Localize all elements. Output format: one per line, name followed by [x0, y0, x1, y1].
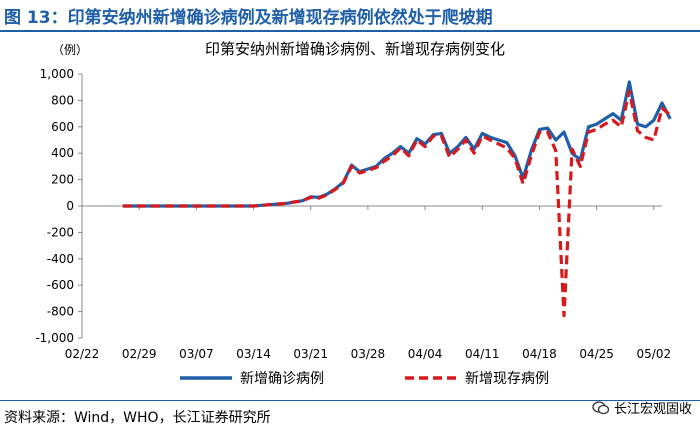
y-tick-label: -800 [47, 305, 74, 319]
x-tick-label: 03/07 [179, 347, 214, 361]
y-tick-label: 1,000 [40, 67, 74, 81]
x-tick-label: 04/25 [579, 347, 614, 361]
y-tick-label: 200 [51, 173, 74, 187]
y-tick-label: -600 [47, 278, 74, 292]
x-tick-label: 03/21 [293, 347, 328, 361]
watermark-text: 长江宏观固收 [613, 402, 692, 417]
y-tick-label: -400 [47, 252, 74, 266]
wechat-icon [592, 400, 610, 414]
x-tick-label: 02/29 [122, 347, 157, 361]
y-tick-label: 600 [51, 120, 74, 134]
watermark: 长江宏观固收 [592, 398, 692, 417]
title-rule [0, 30, 700, 32]
series-confirmed-line [122, 80, 672, 208]
y-tick-label: -1,000 [35, 331, 74, 345]
series-active-line [122, 89, 672, 318]
y-axis: 1,000 800 600 400 200 0 -200 -400 -600 -800 -1,000 [35, 67, 83, 345]
legend: 新增确诊病例 新增现存病例 [180, 371, 549, 387]
x-tick-label: 05/02 [637, 347, 672, 361]
x-tick-label: 04/18 [522, 347, 557, 361]
x-tick-label: 04/04 [408, 347, 443, 361]
series-layer [122, 80, 672, 318]
figure-title: 图 13：印第安纳州新增确诊病例及新增现存病例依然处于爬坡期 [4, 8, 493, 28]
x-tick-label: 04/11 [465, 347, 500, 361]
x-tick-label: 03/28 [351, 347, 386, 361]
source-note: 资料来源：Wind，WHO，长江证券研究所 [4, 410, 271, 426]
y-axis-label: （例） [52, 43, 88, 57]
y-tick-label: 400 [51, 146, 74, 160]
legend-active-label: 新增现存病例 [465, 371, 549, 387]
x-tick-label: 03/14 [236, 347, 271, 361]
legend-confirmed-label: 新增确诊病例 [240, 371, 324, 387]
y-tick-label: -200 [47, 225, 74, 239]
x-axis: 02/22 02/29 03/07 03/14 03/21 03/28 04/04 04/11… [65, 205, 672, 361]
bottom-rule [0, 400, 700, 401]
chart: 印第安纳州新增确诊病例、新增现存病例变化 （例） 1,000 800 600 400 2… [35, 40, 672, 387]
y-tick-label: 0 [66, 199, 74, 213]
y-tick-label: 800 [51, 93, 74, 107]
x-tick-label: 02/22 [65, 347, 100, 361]
chart-title: 印第安纳州新增确诊病例、新增现存病例变化 [205, 40, 505, 58]
